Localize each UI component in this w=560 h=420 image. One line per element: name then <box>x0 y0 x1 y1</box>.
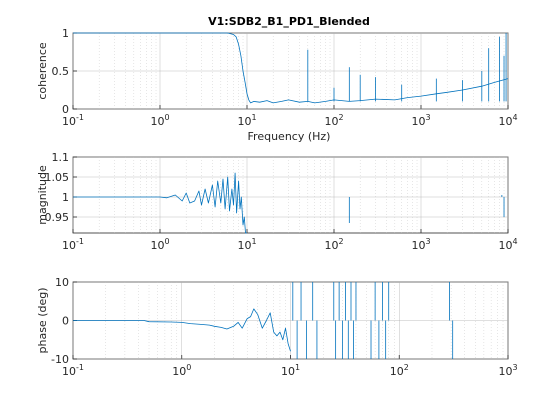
x-tick-base: 10 <box>324 239 338 252</box>
x-tick-exponent: 3 <box>425 113 430 122</box>
y-tick-label: 0.5 <box>52 65 70 78</box>
chart-title: V1:SDB2_B1_PD1_Blended <box>208 15 370 28</box>
x-tick-exponent: 1 <box>295 363 300 372</box>
x-tick-exponent: 1 <box>251 237 256 246</box>
x-tick-label: 103 <box>411 237 430 252</box>
x-tick-exponent: -1 <box>76 237 84 246</box>
x-tick-exponent: 0 <box>164 113 169 122</box>
series-line <box>73 172 247 234</box>
x-tick-base: 10 <box>62 365 76 378</box>
x-tick-label: 102 <box>324 113 343 128</box>
plot-area <box>72 156 509 234</box>
y-tick-label: 0.95 <box>45 211 70 224</box>
x-tick-base: 10 <box>498 239 512 252</box>
x-tick-base: 10 <box>411 115 425 128</box>
x-tick-exponent: 2 <box>404 363 409 372</box>
x-tick-base: 10 <box>498 115 512 128</box>
x-tick-label: 101 <box>237 113 256 128</box>
y-tick-label: -10 <box>51 353 69 366</box>
y-tick-label: 0 <box>62 315 69 328</box>
x-tick-exponent: 2 <box>338 237 343 246</box>
y-tick-label: 1 <box>62 191 69 204</box>
x-tick-exponent: 4 <box>512 237 517 246</box>
x-tick-exponent: -1 <box>76 113 84 122</box>
x-tick-label: 104 <box>498 237 517 252</box>
y-tick-label: 1.05 <box>45 171 70 184</box>
series-line <box>73 32 509 104</box>
x-tick-exponent: 2 <box>338 113 343 122</box>
x-tick-label: 101 <box>237 237 256 252</box>
x-tick-base: 10 <box>498 365 512 378</box>
x-tick-label: 10-1 <box>62 113 84 128</box>
x-tick-label: 10-1 <box>62 363 84 378</box>
x-tick-label: 101 <box>281 363 300 378</box>
y-tick-label: 10 <box>55 276 69 289</box>
x-tick-base: 10 <box>411 239 425 252</box>
x-tick-exponent: 4 <box>512 113 517 122</box>
x-tick-exponent: 3 <box>512 363 517 372</box>
x-tick-label: 100 <box>150 113 169 128</box>
x-tick-exponent: 3 <box>425 237 430 246</box>
y-tick-label: 1 <box>62 27 69 40</box>
x-tick-base: 10 <box>237 115 251 128</box>
x-tick-label: 100 <box>150 237 169 252</box>
x-tick-label: 102 <box>390 363 409 378</box>
x-tick-base: 10 <box>62 239 76 252</box>
x-tick-exponent: 0 <box>164 237 169 246</box>
y-tick-label: 0 <box>62 103 69 116</box>
x-tick-exponent: -1 <box>76 363 84 372</box>
x-tick-label: 103 <box>498 363 517 378</box>
x-tick-base: 10 <box>150 239 164 252</box>
x-tick-label: 10-1 <box>62 237 84 252</box>
x-tick-base: 10 <box>172 365 186 378</box>
x-tick-base: 10 <box>150 115 164 128</box>
y-tick-label: 1.1 <box>52 151 70 164</box>
x-tick-label: 103 <box>411 113 430 128</box>
y-axis-label: phase (deg) <box>36 287 49 353</box>
x-axis-label: Frequency (Hz) <box>248 130 331 143</box>
x-tick-exponent: 1 <box>251 113 256 122</box>
x-tick-base: 10 <box>390 365 404 378</box>
x-tick-label: 104 <box>498 113 517 128</box>
y-axis-label: magnitude <box>36 165 49 225</box>
y-axis-label: coherence <box>36 42 49 100</box>
x-tick-base: 10 <box>237 239 251 252</box>
series-line <box>73 308 291 352</box>
x-tick-base: 10 <box>324 115 338 128</box>
x-tick-label: 102 <box>324 237 343 252</box>
x-tick-base: 10 <box>62 115 76 128</box>
x-tick-exponent: 0 <box>186 363 191 372</box>
x-tick-base: 10 <box>281 365 295 378</box>
x-tick-label: 100 <box>172 363 191 378</box>
